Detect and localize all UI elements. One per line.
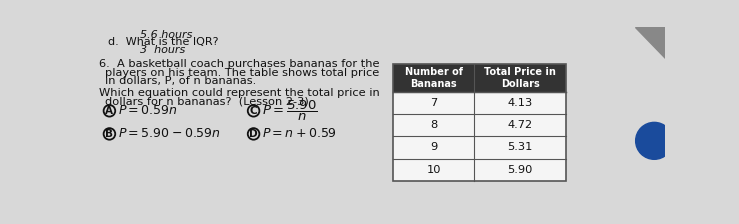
- Text: 6.  A basketball coach purchases bananas for the: 6. A basketball coach purchases bananas …: [98, 59, 379, 69]
- Text: d.  What is the IQR?: d. What is the IQR?: [108, 37, 219, 47]
- Text: B: B: [106, 129, 113, 139]
- Text: 5.90: 5.90: [508, 165, 533, 175]
- Text: A: A: [106, 106, 113, 116]
- Text: 7: 7: [430, 98, 437, 108]
- Text: 10: 10: [426, 165, 441, 175]
- Text: 9: 9: [430, 142, 437, 152]
- Polygon shape: [635, 27, 665, 58]
- Text: 8: 8: [430, 120, 437, 130]
- Text: in dollars, P, of n bananas.: in dollars, P, of n bananas.: [105, 76, 256, 86]
- Text: D: D: [249, 129, 258, 139]
- Text: 5.6 hours: 5.6 hours: [140, 30, 193, 40]
- Text: Which equation could represent the total price in: Which equation could represent the total…: [98, 88, 379, 98]
- Text: C: C: [250, 106, 257, 116]
- Bar: [393, 64, 566, 92]
- Text: players on his team. The table shows total price: players on his team. The table shows tot…: [105, 68, 379, 78]
- Bar: [393, 136, 566, 159]
- Bar: [393, 92, 566, 114]
- Text: $P = 0.59n$: $P = 0.59n$: [118, 104, 177, 117]
- Bar: [393, 114, 566, 136]
- Text: 3  hours: 3 hours: [140, 45, 185, 55]
- Text: dollars for n bananas?  (Lesson 2-3): dollars for n bananas? (Lesson 2-3): [105, 96, 308, 106]
- Text: 4.13: 4.13: [508, 98, 533, 108]
- Text: $P = 5.90 - 0.59n$: $P = 5.90 - 0.59n$: [118, 127, 220, 140]
- Text: Total Price in
Dollars: Total Price in Dollars: [484, 67, 556, 89]
- Text: 4.72: 4.72: [508, 120, 533, 130]
- Text: Number of
Bananas: Number of Bananas: [405, 67, 463, 89]
- Text: 5.31: 5.31: [508, 142, 533, 152]
- Bar: [393, 64, 566, 181]
- Bar: [393, 159, 566, 181]
- Text: $P = n + 0.59$: $P = n + 0.59$: [262, 127, 336, 140]
- Circle shape: [636, 122, 672, 159]
- Text: $P = \dfrac{5.90}{n}$: $P = \dfrac{5.90}{n}$: [262, 99, 318, 123]
